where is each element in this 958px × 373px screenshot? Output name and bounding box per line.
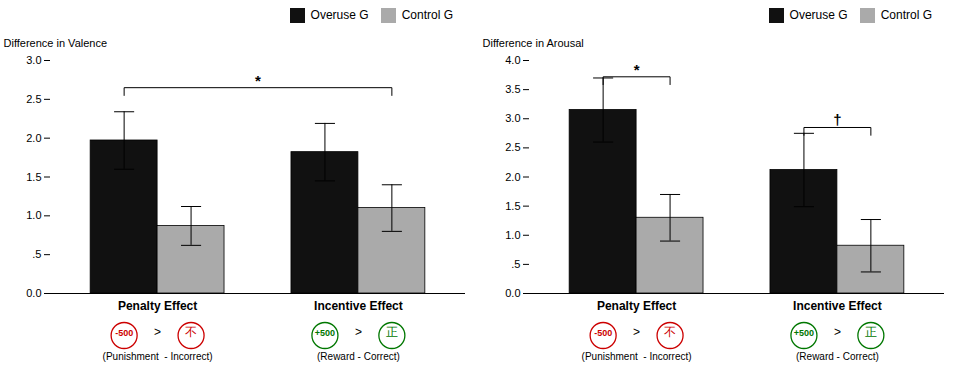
svg-text:>: > [633, 325, 640, 339]
svg-text:+500: +500 [315, 328, 335, 338]
svg-text:+500: +500 [794, 328, 814, 338]
svg-text:>: > [834, 325, 841, 339]
svg-text:2.5: 2.5 [505, 141, 520, 153]
svg-text:2.0: 2.0 [26, 132, 41, 144]
html-text:Overuse G: Overuse G [789, 8, 848, 22]
svg-text:(Punishment - Incorrect): (Punishment - Incorrect) [103, 351, 213, 362]
svg-text:1.0: 1.0 [26, 209, 41, 221]
svg-text:(Reward - Correct): (Reward - Correct) [317, 351, 400, 362]
svg-text:.5: .5 [32, 248, 41, 260]
svg-text:Penalty Effect: Penalty Effect [597, 299, 676, 313]
html-text:Control G: Control G [401, 8, 453, 22]
svg-text:0.0: 0.0 [26, 287, 41, 299]
svg-text:1.5: 1.5 [505, 200, 520, 212]
svg-text:3.0: 3.0 [26, 54, 41, 66]
svg-text:(Punishment - Incorrect): (Punishment - Incorrect) [582, 351, 692, 362]
svg-text:1.5: 1.5 [26, 171, 41, 183]
svg-text:(Reward - Correct): (Reward - Correct) [796, 351, 879, 362]
svg-text:不: 不 [664, 325, 676, 339]
svg-text:*: * [255, 72, 261, 89]
html-text:Overuse G: Overuse G [310, 8, 369, 22]
svg-text:>: > [355, 325, 362, 339]
html-text:Control G: Control G [880, 8, 932, 22]
svg-text:2.0: 2.0 [505, 171, 520, 183]
svg-text:1.0: 1.0 [505, 229, 520, 241]
svg-text:.5: .5 [511, 258, 520, 270]
svg-text:Incentive Effect: Incentive Effect [314, 299, 403, 313]
svg-text:3.0: 3.0 [505, 112, 520, 124]
svg-text:-500: -500 [115, 328, 133, 338]
svg-text:Incentive Effect: Incentive Effect [793, 299, 882, 313]
svg-text:*: * [634, 61, 640, 78]
svg-text:不: 不 [185, 325, 197, 339]
svg-text:†: † [833, 111, 841, 128]
svg-text:>: > [154, 325, 161, 339]
svg-text:-500: -500 [594, 328, 612, 338]
svg-text:2.5: 2.5 [26, 93, 41, 105]
svg-text:Penalty Effect: Penalty Effect [118, 299, 197, 313]
svg-text:4.0: 4.0 [505, 54, 520, 66]
svg-text:Difference in Valence: Difference in Valence [4, 37, 108, 49]
svg-text:Difference in Arousal: Difference in Arousal [483, 37, 584, 49]
svg-text:0.0: 0.0 [505, 287, 520, 299]
svg-text:3.5: 3.5 [505, 83, 520, 95]
svg-text:正: 正 [386, 325, 398, 339]
svg-text:正: 正 [865, 325, 877, 339]
